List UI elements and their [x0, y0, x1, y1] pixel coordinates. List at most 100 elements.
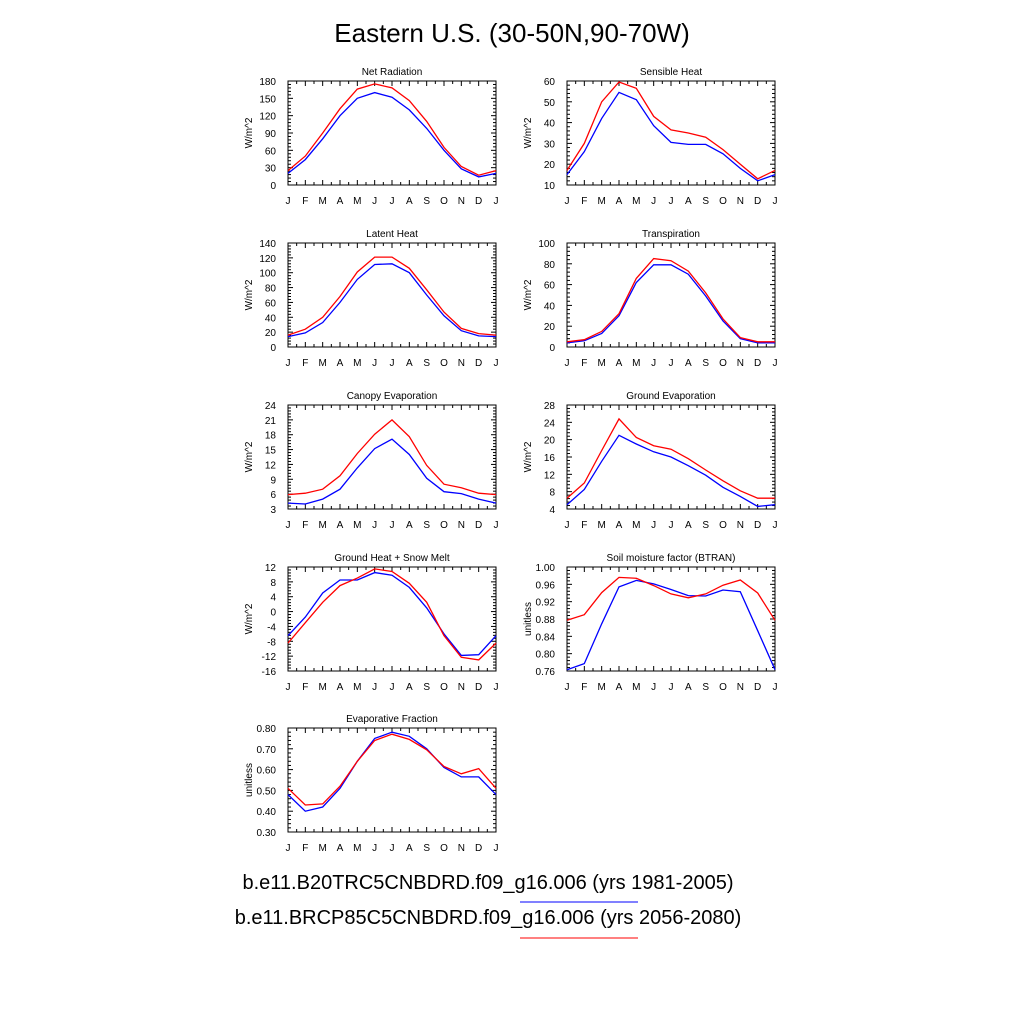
x-tick-label: N: [458, 520, 465, 531]
series-line-case2: [287, 256, 497, 336]
x-tick-label: A: [337, 196, 344, 207]
y-tick-label: 20: [544, 322, 556, 333]
x-tick-label: J: [286, 196, 291, 207]
x-tick-label: J: [651, 682, 656, 693]
chart-title: Latent Heat: [366, 229, 418, 240]
series-line-case2: [566, 81, 776, 180]
x-tick-label: J: [372, 358, 377, 369]
y-tick-label: 10: [544, 181, 556, 192]
x-tick-label: J: [651, 520, 656, 531]
x-tick-label: D: [754, 358, 761, 369]
chart-title: Soil moisture factor (BTRAN): [607, 553, 736, 564]
x-tick-label: J: [494, 843, 499, 854]
series-line-case1: [566, 579, 776, 671]
x-tick-label: J: [494, 520, 499, 531]
x-tick-label: J: [372, 196, 377, 207]
y-tick-label: 0.60: [257, 766, 277, 777]
x-tick-label: M: [597, 520, 605, 531]
x-tick-label: J: [669, 520, 674, 531]
chart-title: Net Radiation: [362, 67, 423, 78]
x-tick-label: J: [773, 520, 778, 531]
x-tick-label: A: [337, 682, 344, 693]
x-tick-label: J: [669, 358, 674, 369]
x-tick-label: N: [458, 196, 465, 207]
series-line-case1: [287, 571, 497, 657]
y-tick-label: 80: [265, 284, 277, 295]
series-line-case2: [566, 257, 775, 343]
y-tick-label: 0: [270, 181, 276, 192]
series-line-case1: [566, 91, 776, 182]
x-tick-label: N: [737, 196, 744, 207]
x-tick-label: M: [318, 843, 326, 854]
y-tick-label: 30: [265, 164, 277, 175]
y-tick-label: 4: [549, 505, 555, 516]
x-tick-label: M: [318, 520, 326, 531]
x-tick-label: J: [651, 196, 656, 207]
y-tick-label: 20: [265, 328, 277, 339]
x-tick-label: A: [616, 682, 623, 693]
x-tick-label: J: [773, 358, 778, 369]
x-tick-label: O: [719, 682, 727, 693]
x-tick-label: J: [651, 358, 656, 369]
chart-title: Ground Evaporation: [626, 391, 716, 402]
x-tick-label: A: [616, 196, 623, 207]
y-tick-label: 60: [544, 77, 556, 88]
x-tick-label: F: [581, 196, 587, 207]
x-tick-label: M: [597, 358, 605, 369]
x-tick-label: D: [754, 520, 761, 531]
x-tick-label: N: [458, 682, 465, 693]
x-tick-label: O: [440, 520, 448, 531]
chart-title: Canopy Evaporation: [347, 391, 438, 402]
plot-frame: [566, 80, 776, 186]
x-tick-label: A: [685, 196, 692, 207]
x-tick-label: A: [337, 520, 344, 531]
x-tick-label: M: [632, 520, 640, 531]
x-tick-label: J: [494, 682, 499, 693]
x-tick-label: J: [286, 682, 291, 693]
x-tick-label: J: [565, 358, 570, 369]
y-tick-label: -12: [262, 652, 277, 663]
legend-entry-1-label: b.e11.B20TRC5CNBDRD.f09_g16.006 (yrs 198…: [242, 872, 734, 894]
x-tick-label: O: [440, 682, 448, 693]
chart-panel-4: J F M A M J J A S O N D J020406080100TranspirationW/…: [523, 229, 778, 369]
x-tick-label: F: [302, 196, 308, 207]
x-tick-label: N: [737, 520, 744, 531]
x-tick-label: M: [597, 682, 605, 693]
page-title: Eastern U.S. (30-50N,90-70W): [334, 18, 690, 48]
chart-title: Evaporative Fraction: [346, 714, 438, 725]
x-tick-label: S: [423, 843, 430, 854]
y-tick-label: 180: [259, 77, 276, 88]
series-line-case2: [566, 576, 776, 621]
x-tick-label: J: [669, 682, 674, 693]
x-tick-label: M: [632, 196, 640, 207]
y-axis-label: W/m^2: [244, 603, 255, 634]
series-line-case2: [566, 417, 775, 499]
series-line-case1: [287, 438, 497, 505]
x-tick-label: S: [423, 358, 430, 369]
y-axis-label: W/m^2: [523, 117, 534, 148]
series-line-case2: [287, 568, 497, 661]
x-tick-label: M: [353, 682, 361, 693]
y-tick-label: -16: [262, 667, 277, 678]
x-tick-label: M: [632, 682, 640, 693]
x-tick-label: A: [685, 682, 692, 693]
x-tick-label: O: [719, 358, 727, 369]
y-axis-label: W/m^2: [523, 441, 534, 472]
series-line-case2: [287, 419, 497, 496]
y-tick-label: 8: [270, 578, 276, 589]
y-tick-label: 140: [259, 239, 276, 250]
x-tick-label: J: [565, 682, 570, 693]
chart-title: Ground Heat + Snow Melt: [334, 553, 450, 564]
y-tick-label: 20: [544, 160, 556, 171]
y-tick-label: 0.80: [536, 650, 556, 661]
y-tick-label: 60: [544, 281, 556, 292]
series-line-case1: [566, 264, 775, 344]
y-tick-label: 0: [270, 608, 276, 619]
x-tick-label: F: [581, 682, 587, 693]
x-tick-label: D: [475, 520, 482, 531]
x-tick-label: M: [597, 196, 605, 207]
